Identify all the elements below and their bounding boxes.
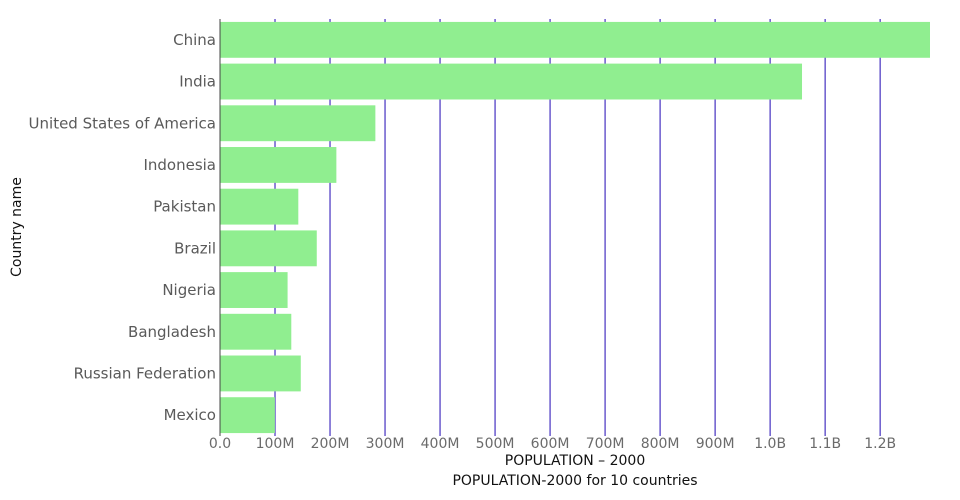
y-tick-label: Indonesia xyxy=(143,156,216,174)
y-tick-label: India xyxy=(179,73,216,91)
x-tick-label: 300M xyxy=(366,436,405,452)
bar-mexico xyxy=(220,397,275,434)
x-tick-label: 800M xyxy=(641,436,680,452)
x-tick-label: 1.1B xyxy=(809,436,841,452)
x-axis-title: POPULATION – 2000 xyxy=(505,453,645,469)
x-tick-label: 100M xyxy=(256,436,295,452)
x-tick-label: 900M xyxy=(696,436,735,452)
y-tick-label: United States of America xyxy=(29,114,216,132)
x-tick-label: 600M xyxy=(531,436,570,452)
y-axis-tick-labels: China India United States of America Indone… xyxy=(29,31,216,424)
x-tick-label: 500M xyxy=(476,436,515,452)
x-tick-label: 1.2B xyxy=(864,436,896,452)
x-axis-tick-labels: 0.0 100M 200M 300M 400M 500M 600M 700M 800M 900M 1… xyxy=(209,436,896,452)
y-tick-label: Mexico xyxy=(164,406,216,424)
x-tick-label: 1.0B xyxy=(754,436,786,452)
bar-pakistan xyxy=(220,188,299,225)
y-tick-label: Nigeria xyxy=(162,281,216,299)
bar-russian-federation xyxy=(220,355,301,392)
y-tick-label: Bangladesh xyxy=(128,323,216,341)
bar-brazil xyxy=(220,230,317,267)
y-tick-label: Pakistan xyxy=(153,198,216,216)
y-tick-label: Russian Federation xyxy=(74,364,216,382)
bar-bangladesh xyxy=(220,313,292,350)
x-tick-label: 700M xyxy=(586,436,625,452)
x-tick-label: 400M xyxy=(421,436,460,452)
chart-subtitle: POPULATION-2000 for 10 countries xyxy=(452,473,697,489)
y-axis-title: Country name xyxy=(9,177,25,277)
y-tick-label: Brazil xyxy=(174,239,216,257)
bar-indonesia xyxy=(220,147,337,183)
y-tick-label: China xyxy=(173,31,216,49)
x-tick-label: 200M xyxy=(311,436,350,452)
bar-india xyxy=(220,63,803,100)
bar-united-states-of-america xyxy=(220,105,376,142)
x-tick-label: 0.0 xyxy=(209,436,231,452)
bar-nigeria xyxy=(220,272,288,308)
bars xyxy=(220,21,930,434)
bar-china xyxy=(220,21,930,58)
